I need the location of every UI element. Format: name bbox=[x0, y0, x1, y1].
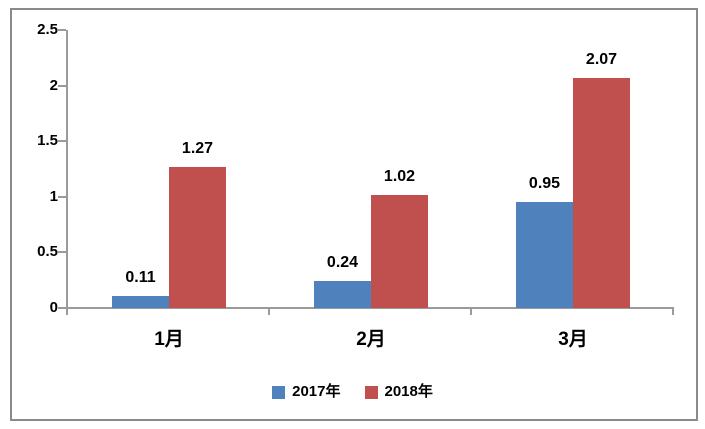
bar-series1-cat2 bbox=[314, 281, 371, 308]
bar-series2-cat3 bbox=[573, 77, 630, 308]
y-tick-label: 0.5 bbox=[37, 243, 58, 261]
x-axis-line bbox=[66, 307, 674, 309]
y-axis-line bbox=[66, 30, 68, 315]
legend-swatch-icon bbox=[364, 385, 378, 399]
y-tick-label: 1 bbox=[49, 187, 58, 205]
legend-label: 2017年 bbox=[292, 383, 341, 400]
y-tick bbox=[58, 29, 66, 31]
y-tick-label: 2 bbox=[49, 76, 58, 94]
category-label-1: 1月 bbox=[154, 329, 184, 350]
y-tick-label: 2.5 bbox=[37, 21, 58, 38]
x-tick bbox=[672, 308, 674, 315]
data-label-series2-cat3: 2.07 bbox=[585, 50, 618, 68]
bar-series2-cat2 bbox=[371, 194, 428, 308]
data-label-series2-cat1: 1.27 bbox=[181, 139, 214, 157]
y-tick-label: 0 bbox=[49, 299, 58, 316]
legend-label: 2018年 bbox=[384, 383, 433, 400]
legend-item-1: 2017年 bbox=[272, 383, 341, 401]
data-label-series1-cat3: 0.95 bbox=[528, 175, 561, 193]
y-tick-label: 1.5 bbox=[37, 132, 58, 150]
legend: 2017年 2018年 bbox=[0, 380, 705, 404]
category-label-3: 3月 bbox=[558, 329, 588, 350]
y-tick bbox=[58, 84, 66, 87]
bar-series1-cat1 bbox=[112, 295, 169, 308]
y-tick bbox=[58, 251, 66, 254]
bar-series1-cat3 bbox=[516, 202, 573, 308]
y-tick bbox=[58, 195, 66, 198]
bar-series2-cat1 bbox=[169, 166, 226, 308]
x-tick bbox=[268, 308, 270, 315]
data-label-series1-cat2: 0.24 bbox=[326, 254, 359, 272]
category-label-2: 2月 bbox=[356, 329, 386, 350]
x-tick bbox=[470, 308, 472, 315]
legend-swatch-icon bbox=[272, 385, 286, 399]
data-label-series2-cat2: 1.02 bbox=[383, 167, 416, 185]
y-tick bbox=[58, 140, 66, 143]
legend-item-2: 2018年 bbox=[364, 383, 433, 401]
y-tick bbox=[58, 307, 66, 309]
data-label-series1-cat1: 0.11 bbox=[125, 268, 156, 286]
